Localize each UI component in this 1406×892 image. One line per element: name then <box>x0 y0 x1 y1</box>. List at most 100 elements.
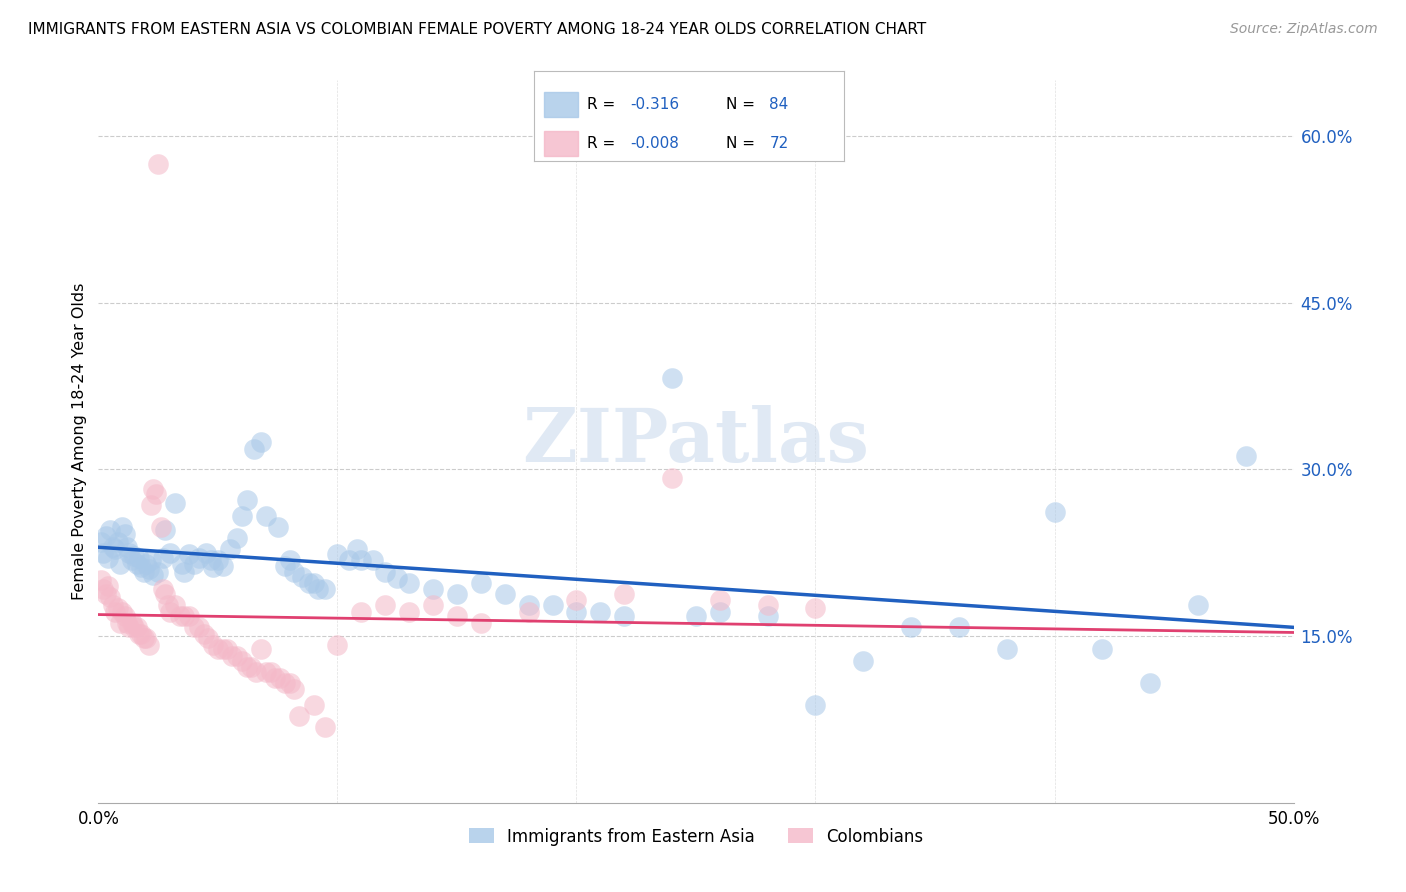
Point <box>852 653 875 667</box>
Point <box>226 649 249 664</box>
Point <box>159 546 181 560</box>
Point <box>1043 505 1066 519</box>
Text: ZIPatlas: ZIPatlas <box>523 405 869 478</box>
Point <box>193 627 215 641</box>
Point <box>135 632 157 646</box>
Point <box>111 520 134 534</box>
Point <box>108 557 131 571</box>
Point <box>350 605 373 619</box>
Text: Source: ZipAtlas.com: Source: ZipAtlas.com <box>1230 22 1378 37</box>
Point <box>125 557 148 571</box>
Point <box>124 549 146 563</box>
Point <box>1187 598 1209 612</box>
Point <box>541 598 564 612</box>
Point <box>132 632 155 646</box>
Point <box>94 587 117 601</box>
Point <box>398 605 420 619</box>
Point <box>108 615 131 630</box>
Point <box>685 609 707 624</box>
Point <box>219 542 242 557</box>
Point <box>307 582 329 597</box>
Point <box>326 547 349 561</box>
Point <box>169 609 191 624</box>
Point <box>302 698 325 712</box>
Point <box>121 553 143 567</box>
Point <box>114 526 136 541</box>
Point <box>148 156 170 170</box>
Point <box>172 557 194 571</box>
Point <box>661 471 683 485</box>
Point <box>470 615 492 630</box>
Point <box>148 565 170 579</box>
Point <box>131 627 153 641</box>
Point <box>756 598 779 612</box>
Point <box>589 605 612 619</box>
Point <box>138 562 160 576</box>
Point <box>195 546 218 560</box>
Point <box>315 582 337 597</box>
Point <box>124 620 146 634</box>
Point <box>363 553 385 567</box>
Point <box>98 590 122 604</box>
Point <box>283 565 305 579</box>
Point <box>187 551 209 566</box>
Point <box>139 498 162 512</box>
Point <box>101 598 124 612</box>
Point <box>661 371 683 385</box>
Point <box>288 709 311 723</box>
Point <box>278 553 301 567</box>
Point <box>155 524 177 538</box>
Point <box>211 559 233 574</box>
Point <box>202 638 225 652</box>
Point <box>187 620 209 634</box>
Point <box>142 483 165 497</box>
Point <box>269 671 291 685</box>
Bar <box>544 131 578 156</box>
Point <box>221 649 243 664</box>
Point <box>90 534 112 549</box>
Point <box>107 601 129 615</box>
Point <box>125 620 148 634</box>
Point <box>291 570 314 584</box>
Point <box>422 582 444 597</box>
Point <box>101 540 124 554</box>
Point <box>250 434 273 449</box>
Point <box>245 665 267 679</box>
Point <box>243 442 266 457</box>
Point <box>231 653 253 667</box>
Point <box>145 487 167 501</box>
Point <box>709 593 731 607</box>
Point <box>259 665 281 679</box>
Point <box>197 632 219 646</box>
Point <box>278 675 301 690</box>
Point <box>142 568 165 582</box>
Point <box>156 598 179 612</box>
Point <box>163 496 186 510</box>
Point <box>104 605 127 619</box>
Point <box>179 609 201 624</box>
Point <box>756 609 779 624</box>
Point <box>254 508 277 523</box>
Point <box>565 605 588 619</box>
Point <box>446 587 468 601</box>
Point <box>114 609 136 624</box>
Point <box>315 720 337 734</box>
Point <box>107 534 129 549</box>
Point <box>302 575 325 590</box>
Point <box>173 565 195 579</box>
Point <box>202 560 225 574</box>
Bar <box>544 92 578 117</box>
Point <box>111 605 134 619</box>
Point <box>135 557 157 571</box>
Point <box>709 605 731 619</box>
Point <box>139 553 162 567</box>
Point <box>132 565 155 579</box>
Point <box>231 508 253 523</box>
Point <box>565 593 588 607</box>
Point <box>350 553 373 567</box>
Point <box>91 546 114 560</box>
Point <box>517 605 540 619</box>
Point <box>900 620 922 634</box>
Point <box>207 553 229 567</box>
Point <box>131 560 153 574</box>
